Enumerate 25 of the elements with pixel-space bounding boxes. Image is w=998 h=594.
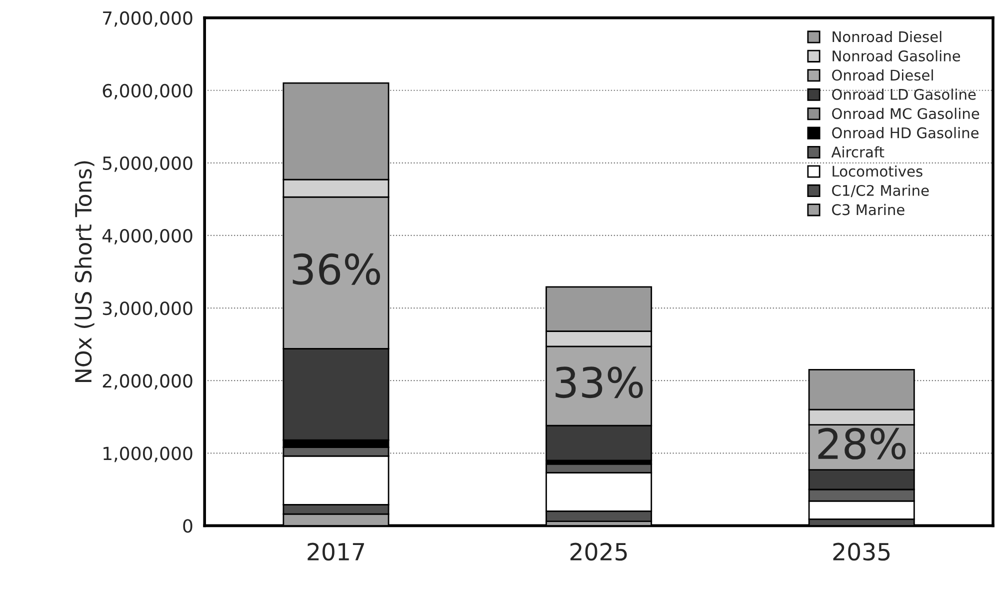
legend-label: Nonroad Diesel bbox=[832, 30, 942, 42]
legend-label: Onroad HD Gasoline bbox=[832, 127, 979, 138]
annotation: 28% bbox=[818, 428, 906, 460]
legend-label: Locomotives bbox=[832, 165, 922, 177]
legend-label: C1/C2 Marine bbox=[832, 184, 929, 198]
annotation: 36% bbox=[292, 253, 380, 285]
legend-label: C3 Marine bbox=[832, 204, 904, 216]
legend-label: Onroad Diesel bbox=[832, 69, 933, 81]
y-tick-label: 3,000,000 bbox=[102, 301, 192, 317]
x-tick-label: 2035 bbox=[833, 542, 890, 561]
annotation: 33% bbox=[556, 366, 643, 398]
y-tick-label: 0 bbox=[183, 519, 192, 533]
legend-label: Nonroad Gasoline bbox=[832, 50, 960, 62]
y-axis-title: NOx (US Short Tons) bbox=[74, 161, 94, 382]
y-tick-label: 2,000,000 bbox=[102, 374, 192, 390]
legend-label: Onroad LD Gasoline bbox=[832, 88, 976, 100]
y-tick-label: 6,000,000 bbox=[102, 84, 192, 100]
y-tick-label: 4,000,000 bbox=[102, 228, 192, 244]
x-tick-label: 2017 bbox=[308, 542, 364, 561]
x-tick-label: 2025 bbox=[570, 542, 627, 561]
legend-label: Aircraft bbox=[831, 146, 884, 158]
y-tick-label: 5,000,000 bbox=[102, 156, 192, 172]
legend-label: Onroad MC Gasoline bbox=[832, 108, 980, 120]
y-tick-label: 1,000,000 bbox=[104, 446, 192, 462]
y-tick-label: 7,000,000 bbox=[103, 11, 192, 27]
